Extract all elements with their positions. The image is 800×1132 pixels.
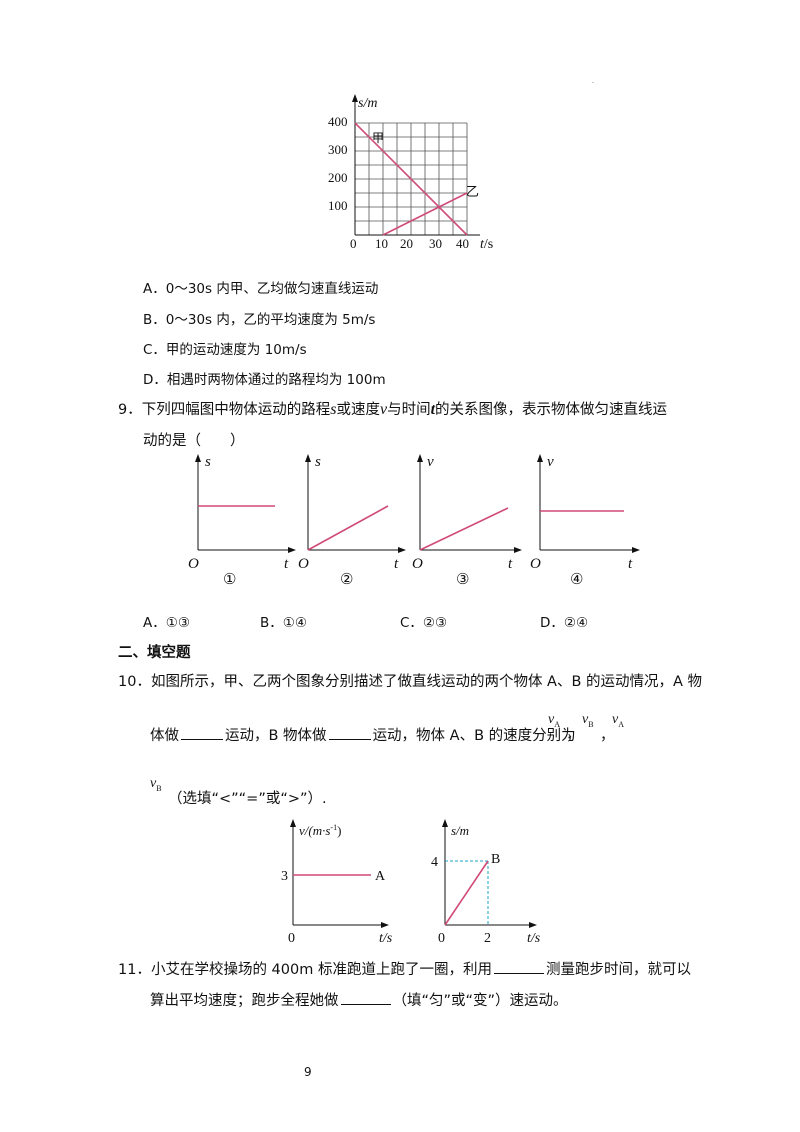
section-fill-in-title: 二、填空题 (118, 645, 191, 661)
q10-stem-line3: （选填“<”“=”或“>”）. (168, 791, 327, 807)
q9-option-c: C．②③ (400, 615, 448, 631)
q9-graph-4-number: ④ (570, 572, 583, 587)
q10-vB-2: vB (150, 776, 162, 793)
q10-stem-line2: 体做 运动，B 物体做 运动，物体 A、B 的速度分别为 (150, 727, 576, 744)
q8-ytick-100: 100 (328, 198, 348, 213)
q9-graph-4-ylabel: v (547, 454, 554, 470)
q10-comma-1: ， (566, 728, 581, 744)
q8-chart: s/m 400 300 200 100 0 10 20 30 40 t/s 甲 … (328, 94, 493, 250)
q8-ytick-200: 200 (328, 170, 348, 185)
q10-blank-1[interactable] (181, 727, 223, 740)
q9-graph-4: v O t ④ (530, 454, 640, 587)
q8-ytick-400: 400 (328, 114, 348, 129)
q8-label-yi: 乙 (466, 184, 479, 199)
q10-graph-b-origin: 0 (438, 931, 445, 946)
q9-graph-3-number: ③ (456, 572, 469, 587)
q8-option-c: C．甲的运动速度为 10m/s (143, 342, 307, 358)
q8-option-a: A．0～30s 内甲、乙均做匀速直线运动 (143, 281, 379, 297)
q9-graph-4-xlabel: t (628, 556, 633, 572)
q9-graph-3-line (419, 507, 509, 551)
q8-option-d: D．相遇时两物体通过的路程均为 100m (143, 372, 386, 388)
page-number: 9 (304, 1065, 312, 1079)
q9-graph-3-origin: O (412, 556, 423, 572)
q9-graph-1-xlabel: t (284, 556, 289, 572)
q9-graph-2-origin: O (298, 556, 309, 572)
q9-graph-2-number: ② (340, 572, 353, 587)
q11-stem-line1: 11．小艾在学校操场的 400m 标准跑道上跑了一圈，利用 测量跑步时间，就可以 (118, 961, 691, 978)
q8-line-yi (382, 192, 468, 236)
q10-graph-b-xlabel: t/s (527, 931, 541, 946)
q8-option-b: B．0～30s 内，乙的平均速度为 5m/s (143, 312, 376, 328)
q9-graph-1-ylabel: s (205, 454, 211, 470)
q10-graph-a-line-label: A (375, 869, 386, 884)
q10-graph-b-point-label: B (491, 852, 500, 867)
corner-mark: · (592, 80, 594, 87)
q8-xtick-30: 30 (429, 236, 442, 250)
q9-stem-line2: 动的是（ ） (143, 433, 245, 449)
q9-graph-4-origin: O (530, 556, 541, 572)
q9-graph-1-origin: O (188, 556, 199, 572)
q9-stem-line1: 9．下列四幅图中物体运动的路程s或速度v与时间t的关系图像，表示物体做匀速直线运 (118, 401, 668, 418)
q11-blank-2[interactable] (340, 992, 391, 1005)
q8-y-arrow (352, 94, 358, 102)
q10-graph-b-line (444, 860, 489, 926)
q10-blank-2[interactable] (328, 727, 371, 740)
q9-graph-2-ylabel: s (315, 454, 321, 470)
q10-vA-1: vA (548, 712, 560, 729)
q11-stem-line2: 算出平均速度；跑步全程她做 （填“匀”或“变”）速运动。 (150, 992, 568, 1009)
q8-line-jia (354, 122, 468, 236)
q9-graph-3: v O t ③ (412, 454, 522, 587)
q8-xtick-10: 10 (375, 236, 388, 250)
q11-blank-1[interactable] (493, 961, 544, 974)
q8-ytick-300: 300 (328, 142, 348, 157)
q8-xtick-20: 20 (400, 236, 413, 250)
q10-comma-2: ， (600, 728, 615, 744)
q10-graph-a-xlabel: t/s (379, 931, 393, 946)
q8-xtick-40: 40 (456, 236, 469, 250)
q10-graph-a-ytick: 3 (281, 869, 288, 884)
q10-vA-2: vA (612, 712, 624, 729)
q9-option-b: B．①④ (260, 615, 307, 631)
q10-graph-b: s/m 4 B 0 2 t/s (431, 819, 541, 946)
q10-graph-a-origin: 0 (288, 931, 295, 946)
q9-graph-1: s O t ① (188, 454, 296, 587)
q8-y-label: s/m (358, 96, 377, 111)
q10-graph-b-xtick: 2 (484, 931, 491, 946)
q10-graph-a-ylabel: v/(m·s-1) (299, 823, 341, 838)
q10-graph-a: v/(m·s-1) 3 A 0 t/s (281, 819, 393, 946)
q9-graph-2: s O t ② (298, 454, 406, 587)
q9-graph-1-number: ① (223, 572, 236, 587)
q9-option-a: A．①③ (143, 615, 190, 631)
q8-label-jia: 甲 (372, 131, 384, 145)
q9-option-d: D．②④ (540, 615, 589, 631)
q10-graph-b-ytick: 4 (431, 855, 438, 870)
q9-graph-2-line (307, 505, 389, 551)
q10-graph-b-ylabel: s/m (451, 823, 469, 838)
q9-graph-2-xlabel: t (394, 556, 399, 572)
q10-stem-line1: 10．如图所示，甲、乙两个图象分别描述了做直线运动的两个物体 A、B 的运动情况… (118, 674, 703, 690)
q8-x-label: t/s (480, 237, 493, 250)
q9-graph-3-ylabel: v (427, 454, 434, 470)
q9-graph-3-xlabel: t (508, 556, 513, 572)
q8-xtick-0: 0 (350, 236, 357, 250)
q10-vB-1: vB (582, 712, 594, 729)
